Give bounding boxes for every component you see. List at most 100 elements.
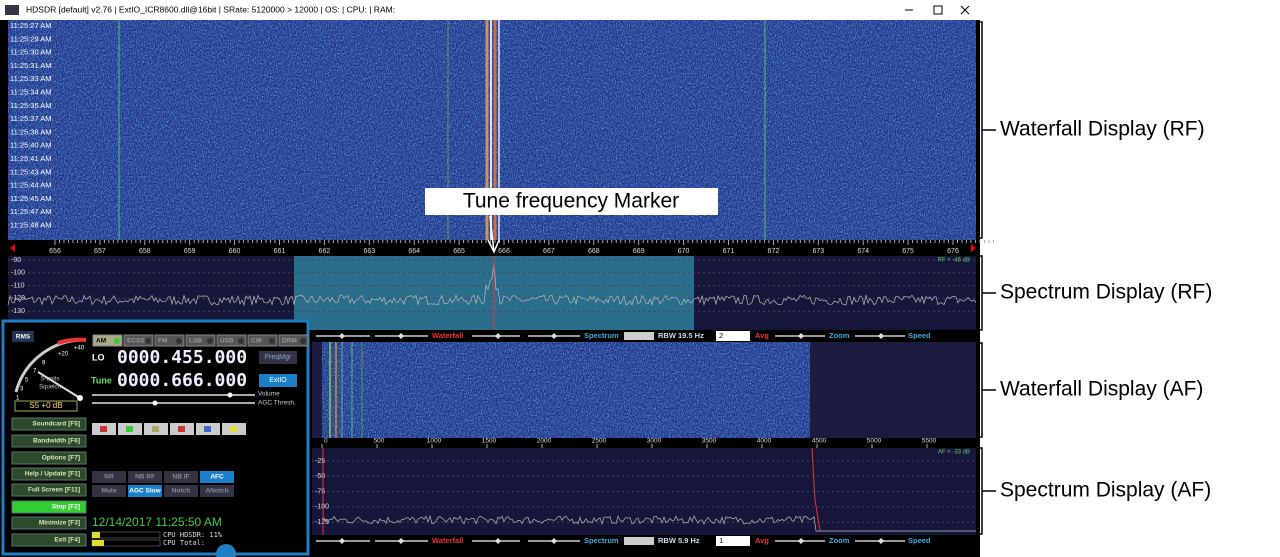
af-freq-label: 3000 — [647, 438, 662, 445]
af-freq-label: 1000 — [427, 438, 442, 445]
timestamp: 11:25:35 AM — [10, 101, 52, 110]
rf-freq-label: 666 — [498, 248, 510, 255]
panel-button-label: Help / Update [F1] — [25, 471, 80, 478]
rf-freq-label: 671 — [723, 248, 735, 255]
panel-button-label: Stop [F2] — [52, 504, 80, 511]
rf-freq-label: 663 — [363, 248, 375, 255]
squelch-label: Squelch — [39, 385, 61, 391]
dsp-label: NB IF — [173, 474, 190, 481]
panel-button-label: Soundcard [F5] — [32, 421, 80, 428]
af-freq-label: 500 — [374, 438, 385, 445]
datetime: 12/14/2017 11:25:50 AM — [92, 515, 222, 529]
af-freq-label: 5000 — [867, 438, 882, 445]
agc-label: AGC Thresh. — [258, 400, 296, 407]
squelch-knob[interactable] — [77, 395, 83, 401]
rbw-stepper[interactable] — [624, 332, 654, 340]
app-icon — [5, 5, 19, 15]
rf-level-label: -110 — [11, 282, 25, 289]
mode-label: USB — [220, 338, 234, 345]
dsp-label: AGC Slow — [129, 488, 161, 495]
af-freq-label: 2500 — [592, 438, 607, 445]
dsp-label: Mute — [101, 488, 117, 495]
dsp-label: NR — [104, 474, 114, 481]
mode-label: FM — [158, 338, 167, 345]
af-level-label: -75 — [315, 488, 325, 495]
control-bar-af: WaterfallSpectrumRBW 5.9 Hz1AvgZoomSpeed — [310, 535, 980, 547]
af-level-label: -100 — [315, 504, 329, 511]
dsp-label: AFC — [210, 474, 224, 481]
af-level-label: -25 — [315, 458, 325, 465]
cpu-bar — [92, 532, 100, 538]
transport-icon — [230, 426, 237, 432]
panel-button-label: Options [F7] — [42, 455, 80, 462]
panel-slider-thumb[interactable] — [153, 401, 158, 406]
rf-level-label: -100 — [11, 270, 25, 277]
rf-freq-label: 662 — [319, 248, 331, 255]
rf-freq-label: 669 — [633, 248, 645, 255]
extio-label: ExtIO — [269, 377, 287, 384]
mode-led — [238, 338, 244, 344]
smeter-scale: +20 — [58, 352, 69, 358]
zoom-label: Zoom — [829, 536, 850, 545]
waterfall-label: Waterfall — [432, 331, 463, 340]
mode-label: LSB — [189, 338, 202, 345]
timestamp: 11:25:31 AM — [10, 61, 52, 70]
af-freq-label: 0 — [324, 438, 328, 445]
transport-icon — [152, 426, 159, 432]
mode-led — [300, 338, 306, 344]
avg-count: 2 — [719, 331, 723, 340]
mode-label: DRM — [282, 338, 297, 345]
rbw-label: RBW 19.5 Hz — [658, 331, 704, 340]
rf-freq-label: 675 — [902, 248, 914, 255]
tune-frequency: 0000.666.000 — [117, 370, 247, 391]
volume-label: Volume — [258, 391, 280, 398]
cpu-bar — [92, 540, 104, 546]
rf-freq-label: 659 — [184, 248, 196, 255]
lo-frequency: 0000.455.000 — [117, 347, 247, 368]
waterfall-label: Waterfall — [432, 536, 463, 545]
avg-count: 1 — [719, 536, 723, 545]
rf-freq-label: 657 — [94, 248, 106, 255]
transport-icon — [178, 426, 185, 432]
cpu-label: CPU HDSDR: 11% — [163, 531, 223, 539]
mode-label: CW — [251, 338, 263, 345]
smeter-scale: +40 — [74, 346, 85, 352]
rf-freq-label: 676 — [947, 248, 959, 255]
transport-icon — [126, 426, 133, 432]
spectrum-label: Spectrum — [584, 536, 619, 545]
rbw-stepper[interactable] — [624, 537, 654, 545]
rf-freq-label: 664 — [408, 248, 420, 255]
dsp-label: NB RF — [135, 474, 155, 481]
cpu-label: CPU Total: — [163, 539, 205, 547]
timestamp: 11:25:30 AM — [10, 48, 52, 57]
rf-freq-label: 673 — [812, 248, 824, 255]
timestamp: 11:25:44 AM — [10, 181, 52, 190]
af-level-label: -125 — [315, 519, 329, 526]
af-freq-label: 3500 — [702, 438, 717, 445]
mode-led — [145, 338, 151, 344]
timestamp: 11:25:45 AM — [10, 194, 52, 203]
lo-label: LO — [92, 352, 105, 362]
marker-label: Tune frequency Marker — [463, 190, 679, 213]
rf-freq-label: 660 — [229, 248, 241, 255]
timestamp: 11:25:47 AM — [10, 207, 52, 216]
rf-freq-label: 668 — [588, 248, 600, 255]
rf-level-label: -130 — [11, 308, 25, 315]
panel-button-label: Minimize [F3] — [39, 520, 80, 527]
timestamp: 11:25:43 AM — [10, 167, 52, 176]
rf-freq-label: 658 — [139, 248, 151, 255]
transport-icon — [204, 426, 211, 432]
mode-led — [207, 338, 213, 344]
dsp-label: Notch — [172, 488, 190, 495]
af-freq-label: 4500 — [812, 438, 827, 445]
panel-button-label: Exit [F4] — [54, 537, 80, 544]
panel-button-label: Full Screen [F11] — [28, 487, 80, 494]
region-label: Waterfall Display (RF) — [1000, 118, 1205, 141]
timestamp: 11:25:33 AM — [10, 74, 52, 83]
rf-freq-label: 670 — [678, 248, 690, 255]
rf-freq-label: 674 — [857, 248, 869, 255]
dsp-label: ANotch — [205, 488, 228, 495]
af-freq-label: 2000 — [537, 438, 552, 445]
panel-slider-thumb[interactable] — [228, 393, 233, 398]
